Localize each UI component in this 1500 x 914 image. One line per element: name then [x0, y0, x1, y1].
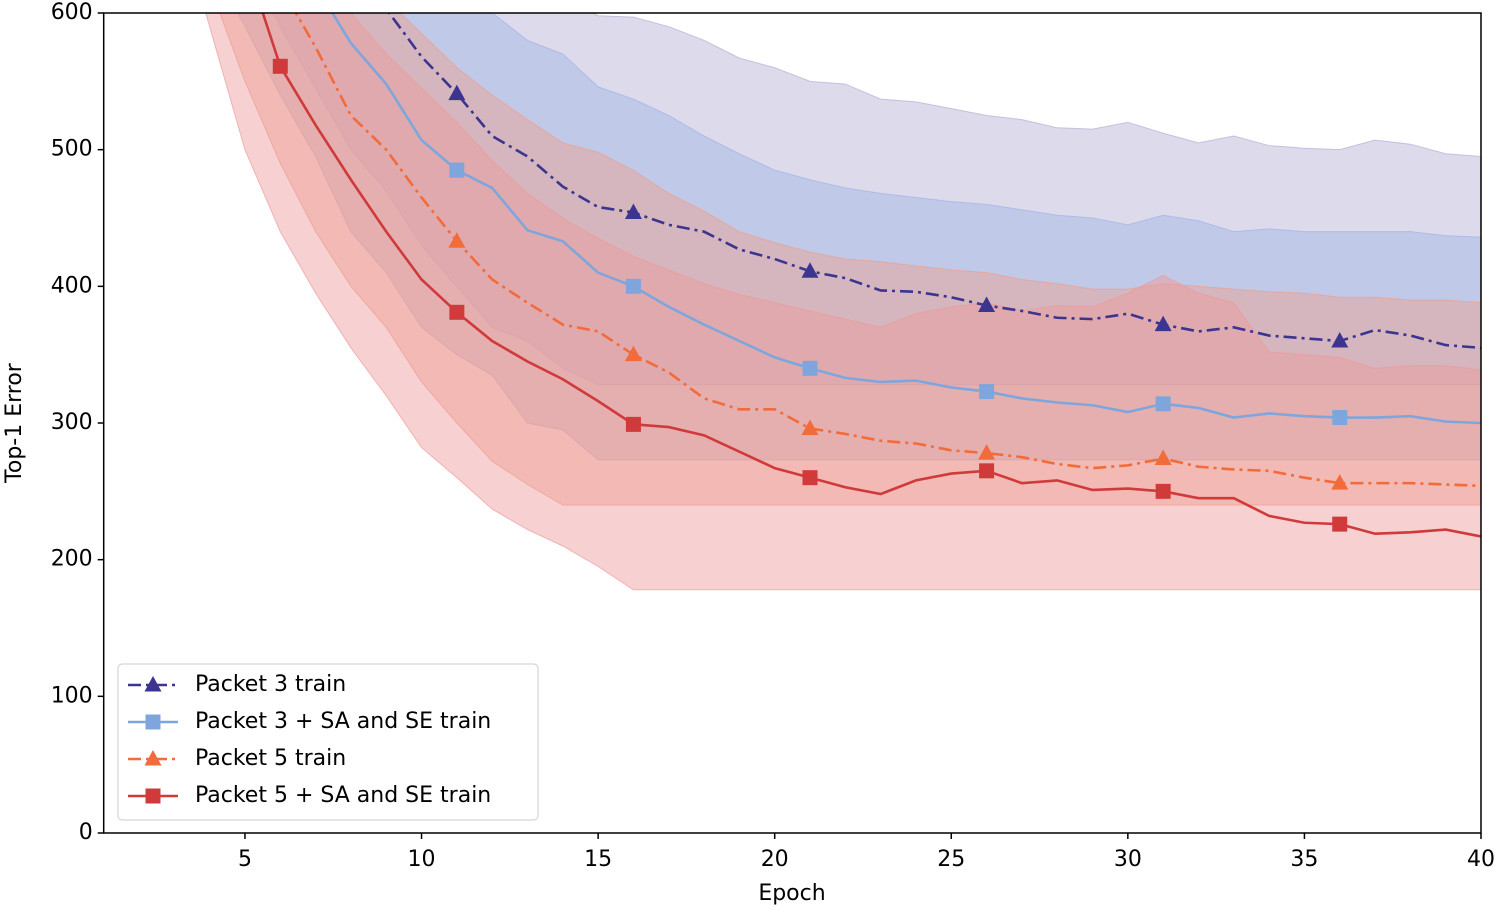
data-point [978, 296, 996, 312]
series-line [261, 13, 1482, 538]
data-point [1155, 396, 1171, 412]
data-point [624, 345, 642, 362]
data-point [978, 444, 996, 460]
data-point [1332, 410, 1348, 426]
x-tick-label: 30 [1114, 847, 1142, 872]
y-tick-label: 600 [51, 0, 93, 25]
data-point [801, 419, 819, 435]
data-point [979, 463, 995, 479]
y-tick-label: 100 [51, 683, 93, 708]
data-point [625, 278, 641, 294]
series-line [330, 13, 1482, 425]
plot-area [205, 13, 1482, 591]
data-point [1154, 449, 1172, 466]
legend-label: Packet 5 train [195, 746, 346, 771]
legend-marker [144, 676, 162, 692]
data-point [801, 262, 819, 278]
legend-label: Packet 3 train [195, 672, 346, 697]
data-point [624, 203, 642, 220]
x-tick-label: 10 [408, 847, 436, 872]
data-point [1332, 516, 1348, 532]
data-point [449, 162, 465, 178]
y-tick-label: 400 [51, 273, 93, 298]
legend-label: Packet 5 + SA and SE train [195, 783, 491, 808]
legend-marker [145, 788, 161, 804]
x-tick-label: 20 [761, 847, 789, 872]
data-point [802, 470, 818, 486]
x-tick-label: 5 [238, 847, 252, 872]
y-tick-label: 300 [51, 410, 93, 435]
series-line [294, 13, 1482, 488]
y-tick-label: 500 [51, 137, 93, 162]
data-point [448, 84, 466, 101]
data-point [1331, 332, 1349, 348]
x-tick-label: 25 [937, 847, 965, 872]
data-point [272, 58, 288, 74]
data-point [979, 384, 995, 400]
legend [117, 663, 539, 821]
data-point [802, 360, 818, 376]
y-axis-label: Top-1 Error [2, 362, 27, 484]
data-point [448, 232, 466, 248]
legend-marker [144, 750, 162, 766]
y-tick-label: 0 [79, 820, 93, 845]
legend-box [117, 663, 539, 821]
x-tick-label: 15 [584, 847, 612, 872]
x-tick-label: 35 [1290, 847, 1318, 872]
x-axis-label: Epoch [758, 881, 825, 906]
data-point [1155, 483, 1171, 499]
data-point [1154, 315, 1172, 332]
y-tick-label: 200 [51, 547, 93, 572]
series-line [387, 13, 1482, 350]
legend-label: Packet 3 + SA and SE train [195, 709, 491, 734]
legend-marker [145, 714, 161, 730]
data-point [449, 304, 465, 320]
data-point [625, 416, 641, 432]
data-point [1331, 474, 1349, 490]
x-tick-label: 40 [1467, 847, 1495, 872]
